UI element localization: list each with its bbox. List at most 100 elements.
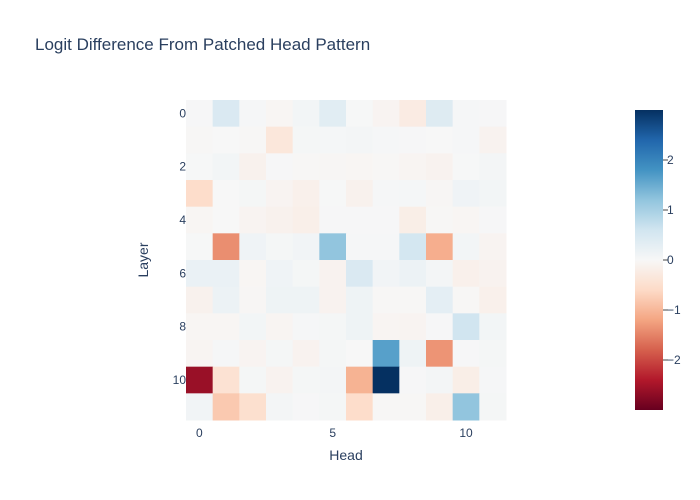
heatmap-cell [452, 340, 480, 368]
heatmap-cell [319, 286, 347, 314]
heatmap-cell [266, 126, 294, 154]
heatmap-cell [452, 313, 480, 341]
heatmap-cell [346, 126, 374, 154]
heatmap-cell [212, 313, 240, 341]
heatmap-cell [426, 153, 454, 181]
heatmap-cell [186, 100, 214, 128]
heatmap-cell [212, 286, 240, 314]
heatmap-cell [452, 126, 480, 154]
heatmap-cell [266, 180, 294, 208]
heatmap-cell [292, 366, 320, 394]
heatmap-cell [346, 393, 374, 421]
heatmap-cell [212, 366, 240, 394]
heatmap-cell [212, 340, 240, 368]
heatmap-cell [319, 153, 347, 181]
heatmap-cell [346, 180, 374, 208]
heatmap-cell [186, 260, 214, 288]
heatmap-cell [346, 260, 374, 288]
heatmap-cell [239, 206, 267, 234]
heatmap-cell [426, 206, 454, 234]
heatmap-cell [479, 313, 507, 341]
heatmap-cell [372, 180, 400, 208]
heatmap-cell [212, 153, 240, 181]
heatmap-cell [452, 260, 480, 288]
heatmap-cell [319, 126, 347, 154]
heatmap-cell [372, 260, 400, 288]
heatmap-cell [346, 286, 374, 314]
y-axis-title: Layer [135, 242, 151, 277]
heatmap-cell [346, 233, 374, 261]
heatmap-cell [479, 366, 507, 394]
heatmap-cell [212, 233, 240, 261]
x-tick-label: 10 [459, 426, 473, 440]
heatmap-cell [292, 340, 320, 368]
heatmap-cell [319, 340, 347, 368]
heatmap-cell [452, 366, 480, 394]
heatmap-cell [212, 206, 240, 234]
heatmap-cell [426, 100, 454, 128]
heatmap-cell [212, 180, 240, 208]
heatmap-cell [399, 260, 427, 288]
heatmap-cell [239, 100, 267, 128]
x-axis-ticks: 0 5 10 [196, 426, 473, 440]
colorbar [635, 110, 663, 410]
heatmap-cell [239, 180, 267, 208]
heatmap-cell [186, 180, 214, 208]
heatmap-cell [266, 393, 294, 421]
heatmap-cell [426, 286, 454, 314]
heatmap-cell [372, 366, 400, 394]
heatmap-cell [266, 100, 294, 128]
heatmap-cell [452, 100, 480, 128]
heatmap-cell [319, 233, 347, 261]
heatmap-cell [399, 126, 427, 154]
heatmap-cell [479, 153, 507, 181]
heatmap-cell [292, 126, 320, 154]
y-tick-label: 0 [179, 106, 186, 120]
heatmap-cell [186, 393, 214, 421]
heatmap-cell [479, 180, 507, 208]
heatmap-cell [266, 153, 294, 181]
y-tick-label: 2 [179, 160, 186, 174]
heatmap-cell [346, 313, 374, 341]
heatmap-cell [372, 233, 400, 261]
heatmap-cell [346, 206, 374, 234]
heatmap-cell [372, 393, 400, 421]
heatmap-cell [426, 340, 454, 368]
heatmap-cell [452, 153, 480, 181]
heatmap-cell [239, 313, 267, 341]
heatmap-cell [212, 260, 240, 288]
heatmap-cell [266, 260, 294, 288]
heatmap-cell [292, 180, 320, 208]
heatmap-cell [452, 393, 480, 421]
heatmap-cell [266, 366, 294, 394]
heatmap-cell [372, 340, 400, 368]
heatmap-cell [399, 393, 427, 421]
heatmap-cell [212, 126, 240, 154]
heatmap-cell [479, 340, 507, 368]
heatmap-cell [292, 313, 320, 341]
x-axis-title: Head [329, 447, 362, 463]
heatmap-cell [399, 340, 427, 368]
heatmap-cell [426, 393, 454, 421]
heatmap-cell [292, 286, 320, 314]
heatmap-cell [292, 206, 320, 234]
heatmap-cell [212, 100, 240, 128]
heatmap-cell [399, 313, 427, 341]
heatmap-cell [426, 180, 454, 208]
heatmap-cell [372, 100, 400, 128]
heatmap-cell [266, 233, 294, 261]
heatmap-cells [186, 100, 507, 421]
heatmap-cell [346, 100, 374, 128]
heatmap-cell [292, 393, 320, 421]
heatmap-cell [319, 206, 347, 234]
heatmap-cell [186, 153, 214, 181]
heatmap-cell [292, 153, 320, 181]
heatmap-cell [452, 180, 480, 208]
heatmap-cell [266, 340, 294, 368]
heatmap-cell [346, 340, 374, 368]
heatmap-cell [292, 260, 320, 288]
x-tick-label: 5 [329, 426, 336, 440]
heatmap-cell [186, 126, 214, 154]
